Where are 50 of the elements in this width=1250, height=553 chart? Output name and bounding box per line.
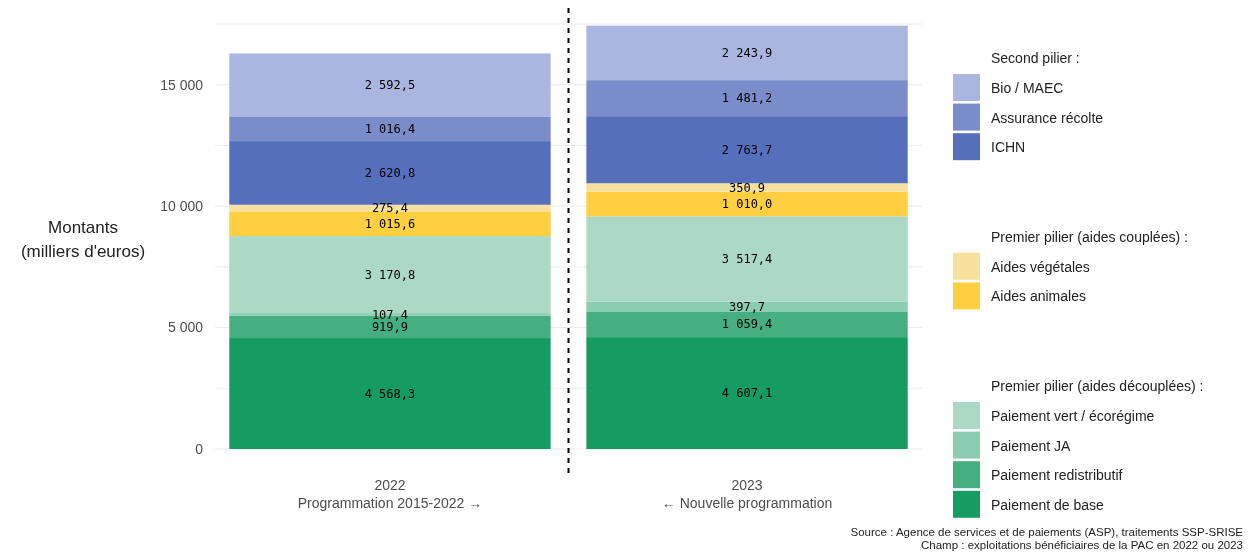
data-label: 919,9 [371, 320, 409, 335]
bar [586, 183, 908, 192]
bar [586, 216, 908, 302]
source-note: Source : Agence de services et de paiements (ASP), traitements SSP-SRISE [850, 526, 1244, 538]
y-tick-label: 5 000 [167, 319, 204, 336]
data-label: 275,4 [371, 201, 409, 216]
data-label: 2 592,5 [364, 78, 416, 93]
bar [229, 141, 551, 205]
text: Premier pilier (aides découplées) : [991, 377, 1204, 394]
data-label: 1 059,4 [721, 317, 773, 332]
legend-label: Paiement JA [991, 437, 1072, 454]
legend-label: Bio / MAEC [991, 79, 1064, 96]
bar [229, 116, 551, 142]
y-tick-label: 15 000 [160, 76, 204, 93]
x-tick-label: 2022 Programmation 2015-2022 → [297, 477, 483, 511]
text: Champ : exploitations bénéficiaires de la PAC en 2022 ou 2023 [921, 539, 1243, 551]
data-label: 2 763,7 [721, 142, 773, 157]
bar [586, 80, 908, 117]
text: Second pilier : [991, 49, 1080, 66]
data-label: 1 010,0 [721, 197, 773, 212]
x-tick-label: 2023 ← Nouvelle programmation [661, 477, 833, 511]
text: Premier pilier (aides couplées) : [991, 228, 1188, 245]
bar [586, 337, 908, 449]
bar [586, 116, 908, 184]
y-axis-title: Montants (milliers d'euros) [20, 218, 146, 261]
data-label: 397,7 [728, 299, 766, 314]
y-tick-label: 10 000 [160, 198, 204, 215]
legend-label: ICHN [991, 139, 1026, 156]
data-label: 107,4 [371, 307, 409, 322]
legend-label: Paiement de base [991, 496, 1105, 513]
data-label: 2 620,8 [364, 166, 416, 181]
data-label: 1 481,2 [721, 91, 773, 106]
data-label: 350,9 [728, 180, 766, 195]
bar [229, 53, 551, 117]
bar [586, 25, 908, 81]
legend-label: Paiement redistributif [991, 467, 1123, 484]
data-label: 1 016,4 [364, 121, 416, 136]
data-label: 4 607,1 [721, 386, 773, 401]
bar [586, 311, 908, 338]
y-tick-label: 0 [195, 440, 204, 457]
legend-label: Aides animales [991, 288, 1086, 305]
data-label: 4 568,3 [364, 386, 416, 401]
data-label: 3 170,8 [364, 267, 416, 282]
legend-label: Paiement vert / écorégime [991, 407, 1155, 424]
data-label: 1 015,6 [364, 216, 416, 231]
data-label: 3 517,4 [721, 252, 773, 267]
legend-label: Assurance récolte [991, 109, 1104, 126]
data-label: 2 243,9 [721, 46, 773, 61]
legend-label: Aides végétales [991, 258, 1090, 275]
bar [229, 338, 551, 449]
